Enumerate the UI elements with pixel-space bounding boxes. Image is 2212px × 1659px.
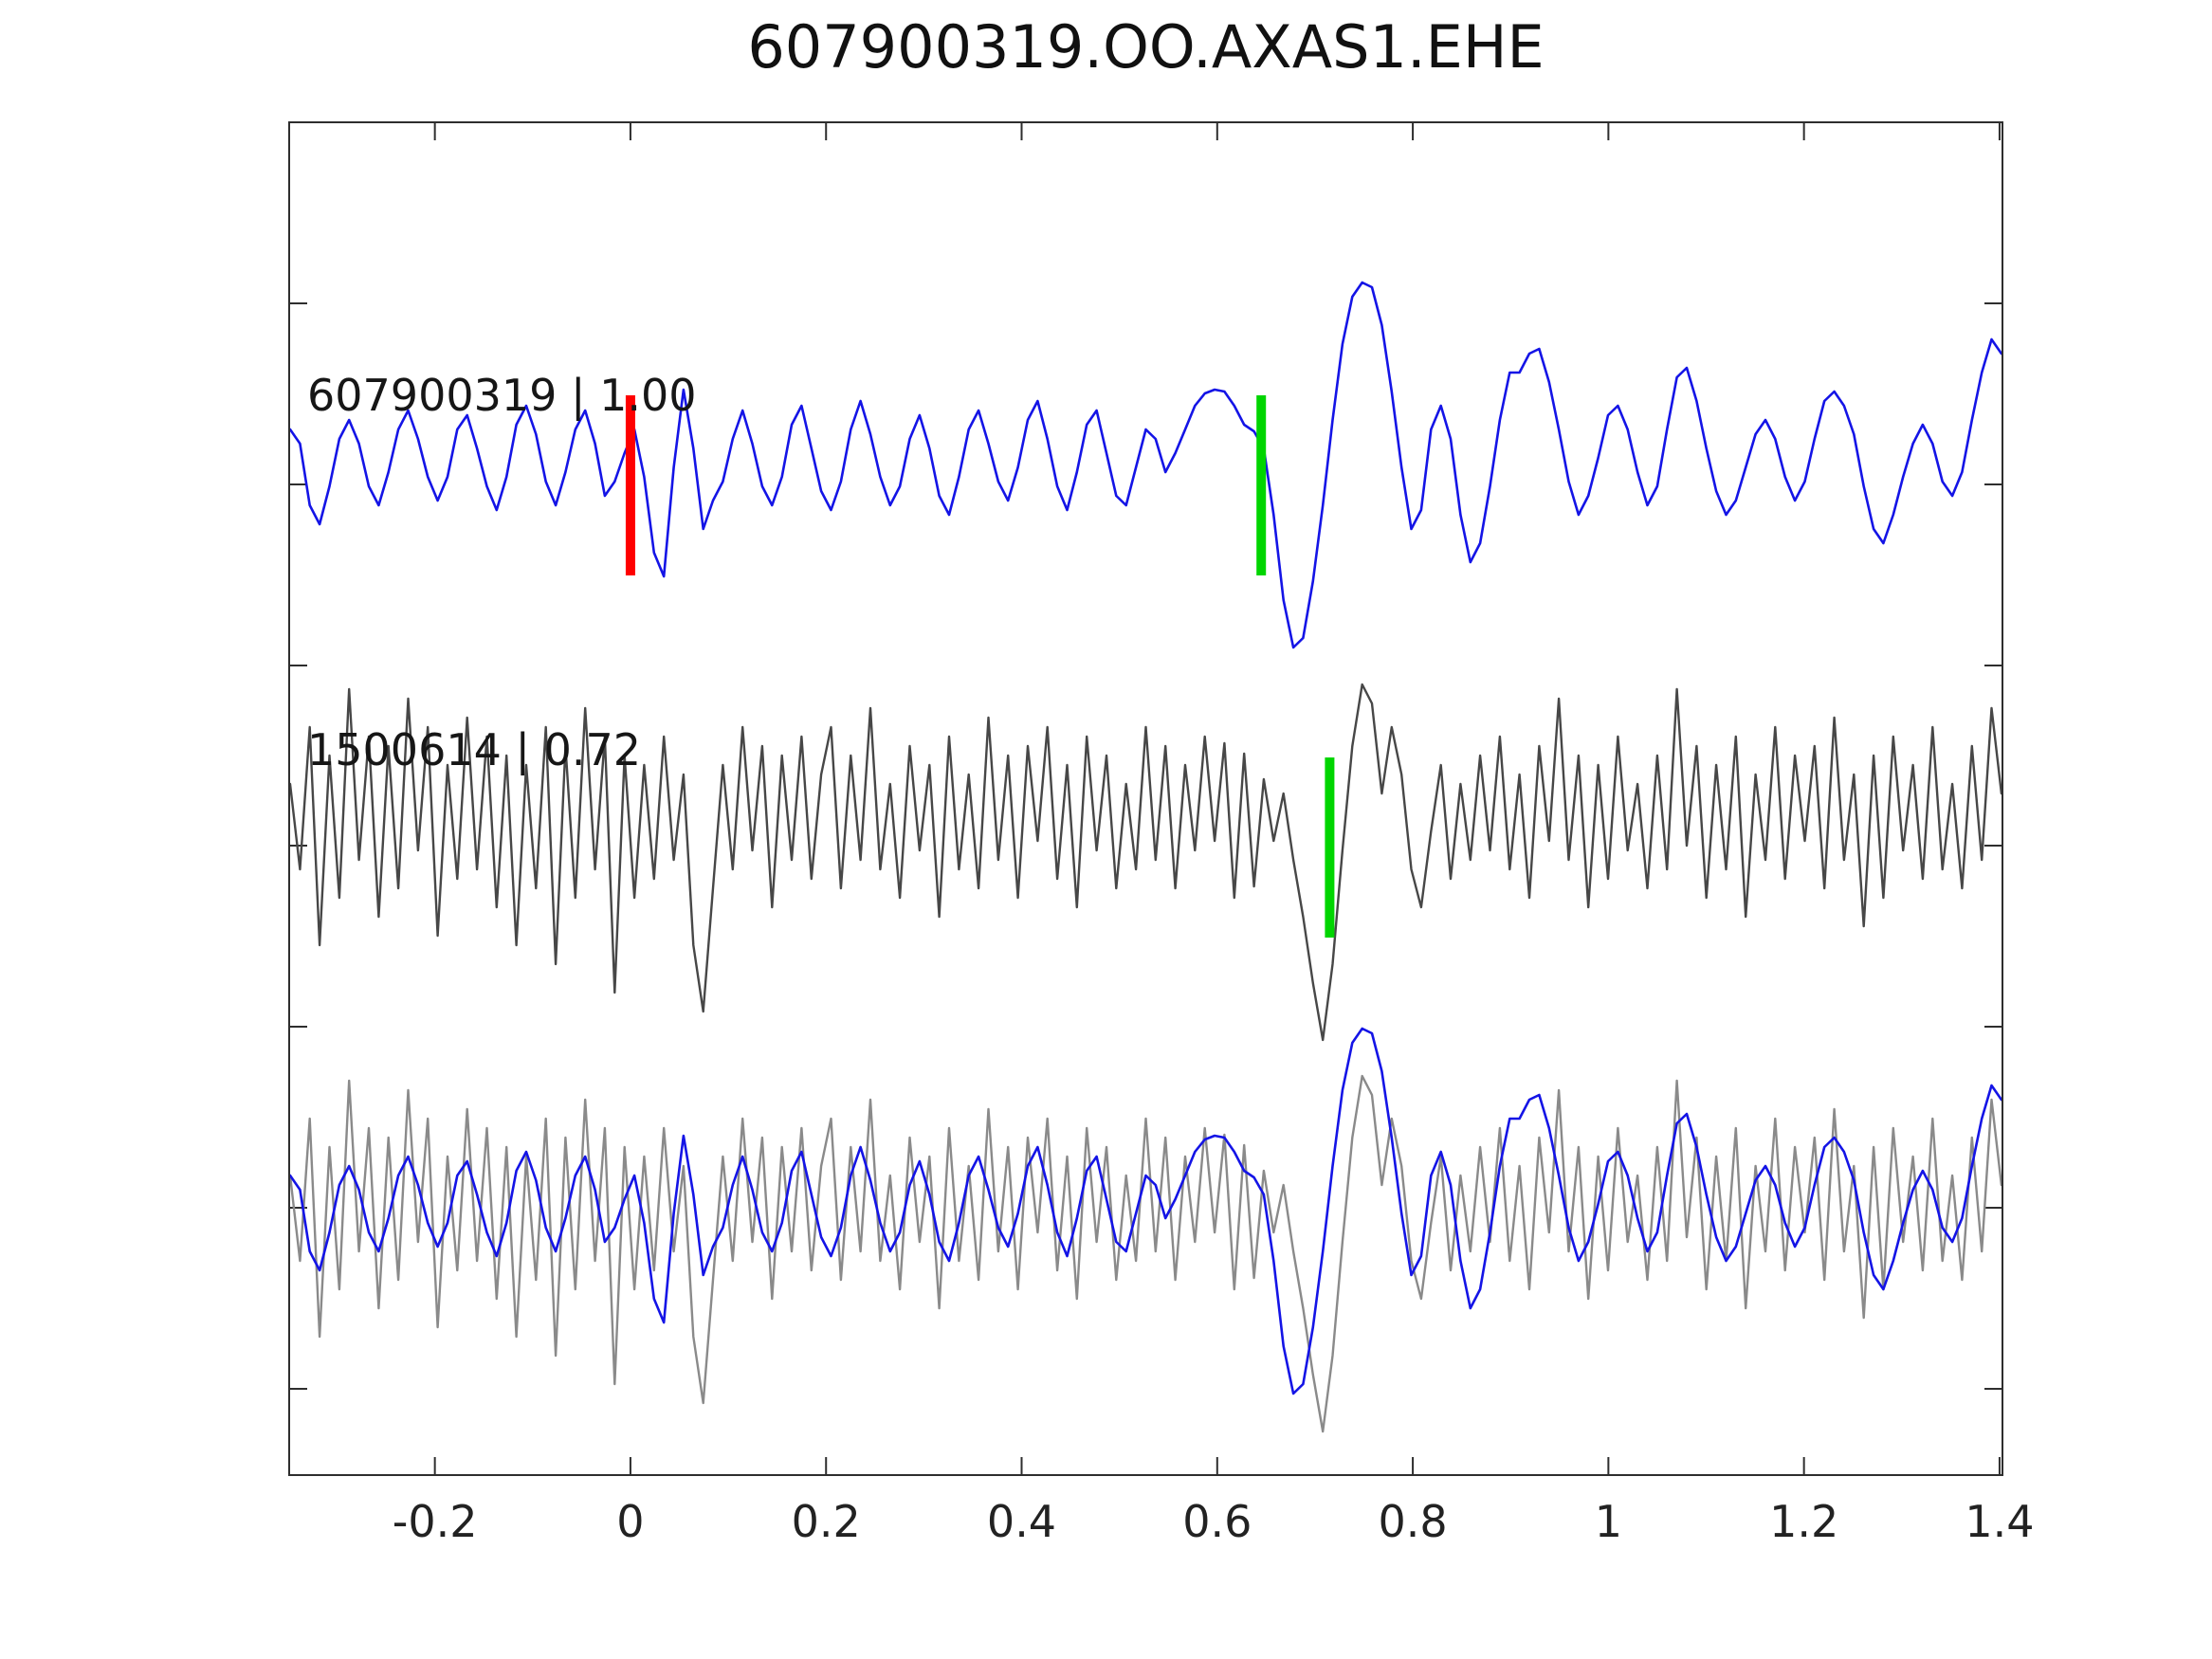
x-tick-label: 0 xyxy=(616,1496,645,1547)
x-tick-label: 0.4 xyxy=(986,1496,1057,1547)
trace-template-panel-1 xyxy=(290,281,2002,649)
trace-label-template: 607900319 | 1.00 xyxy=(307,370,697,421)
trace-detection-panel-3 xyxy=(290,1074,2002,1433)
plot-box xyxy=(288,121,2003,1476)
x-tick-label: -0.2 xyxy=(392,1496,478,1547)
trace-label-detection: 1500614 | 0.72 xyxy=(307,724,642,775)
x-tick-label: 0.2 xyxy=(791,1496,861,1547)
x-tick-label: 1.2 xyxy=(1769,1496,1839,1547)
waveform-svg xyxy=(290,123,2002,1474)
x-tick-label: 1.4 xyxy=(1965,1496,2035,1547)
trace-template-panel-3 xyxy=(290,1027,2002,1395)
trace-detection-panel-2 xyxy=(290,683,2002,1042)
x-tick-label: 1 xyxy=(1594,1496,1622,1547)
x-tick-label: 0.8 xyxy=(1378,1496,1448,1547)
x-tick-label: 0.6 xyxy=(1182,1496,1252,1547)
plot-title: 607900319.OO.AXAS1.EHE xyxy=(747,12,1545,82)
